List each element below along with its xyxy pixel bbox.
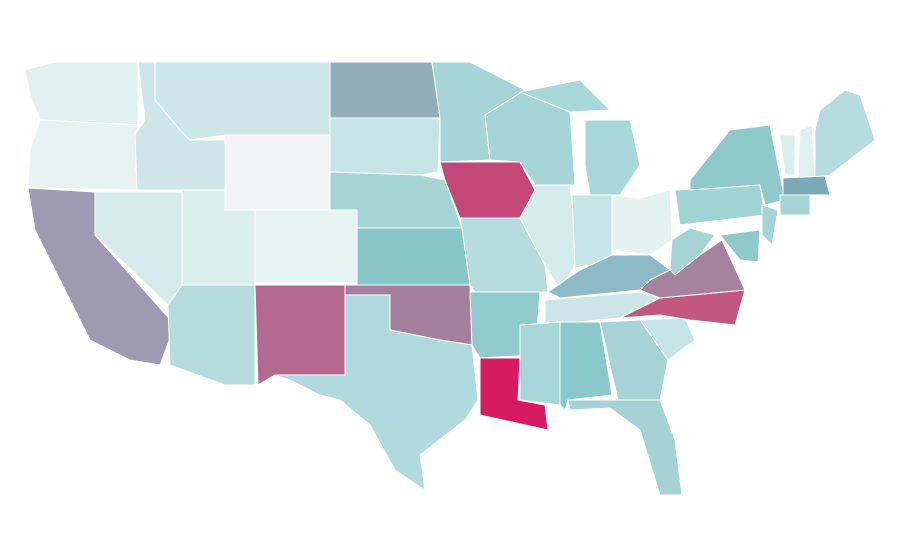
state — [329, 61, 441, 119]
state — [814, 89, 876, 179]
state — [599, 319, 669, 401]
state — [719, 229, 761, 263]
state — [167, 284, 256, 386]
state — [224, 134, 331, 211]
state — [519, 79, 611, 113]
state — [779, 134, 796, 176]
state — [669, 227, 716, 276]
state — [254, 209, 358, 284]
state — [779, 194, 811, 216]
state — [24, 61, 139, 126]
state — [571, 194, 613, 269]
state — [254, 284, 346, 386]
states — [24, 61, 876, 496]
state — [584, 119, 641, 196]
state — [782, 175, 831, 196]
state — [27, 119, 139, 191]
state — [611, 189, 673, 256]
state — [329, 117, 441, 176]
state — [639, 317, 696, 361]
state — [547, 254, 671, 299]
state — [519, 184, 579, 291]
state — [356, 227, 471, 286]
state — [674, 184, 766, 226]
state — [761, 204, 779, 246]
state — [567, 399, 683, 496]
state — [689, 124, 786, 206]
state — [519, 321, 561, 406]
state — [274, 294, 479, 491]
state — [797, 124, 816, 179]
state — [154, 61, 331, 141]
